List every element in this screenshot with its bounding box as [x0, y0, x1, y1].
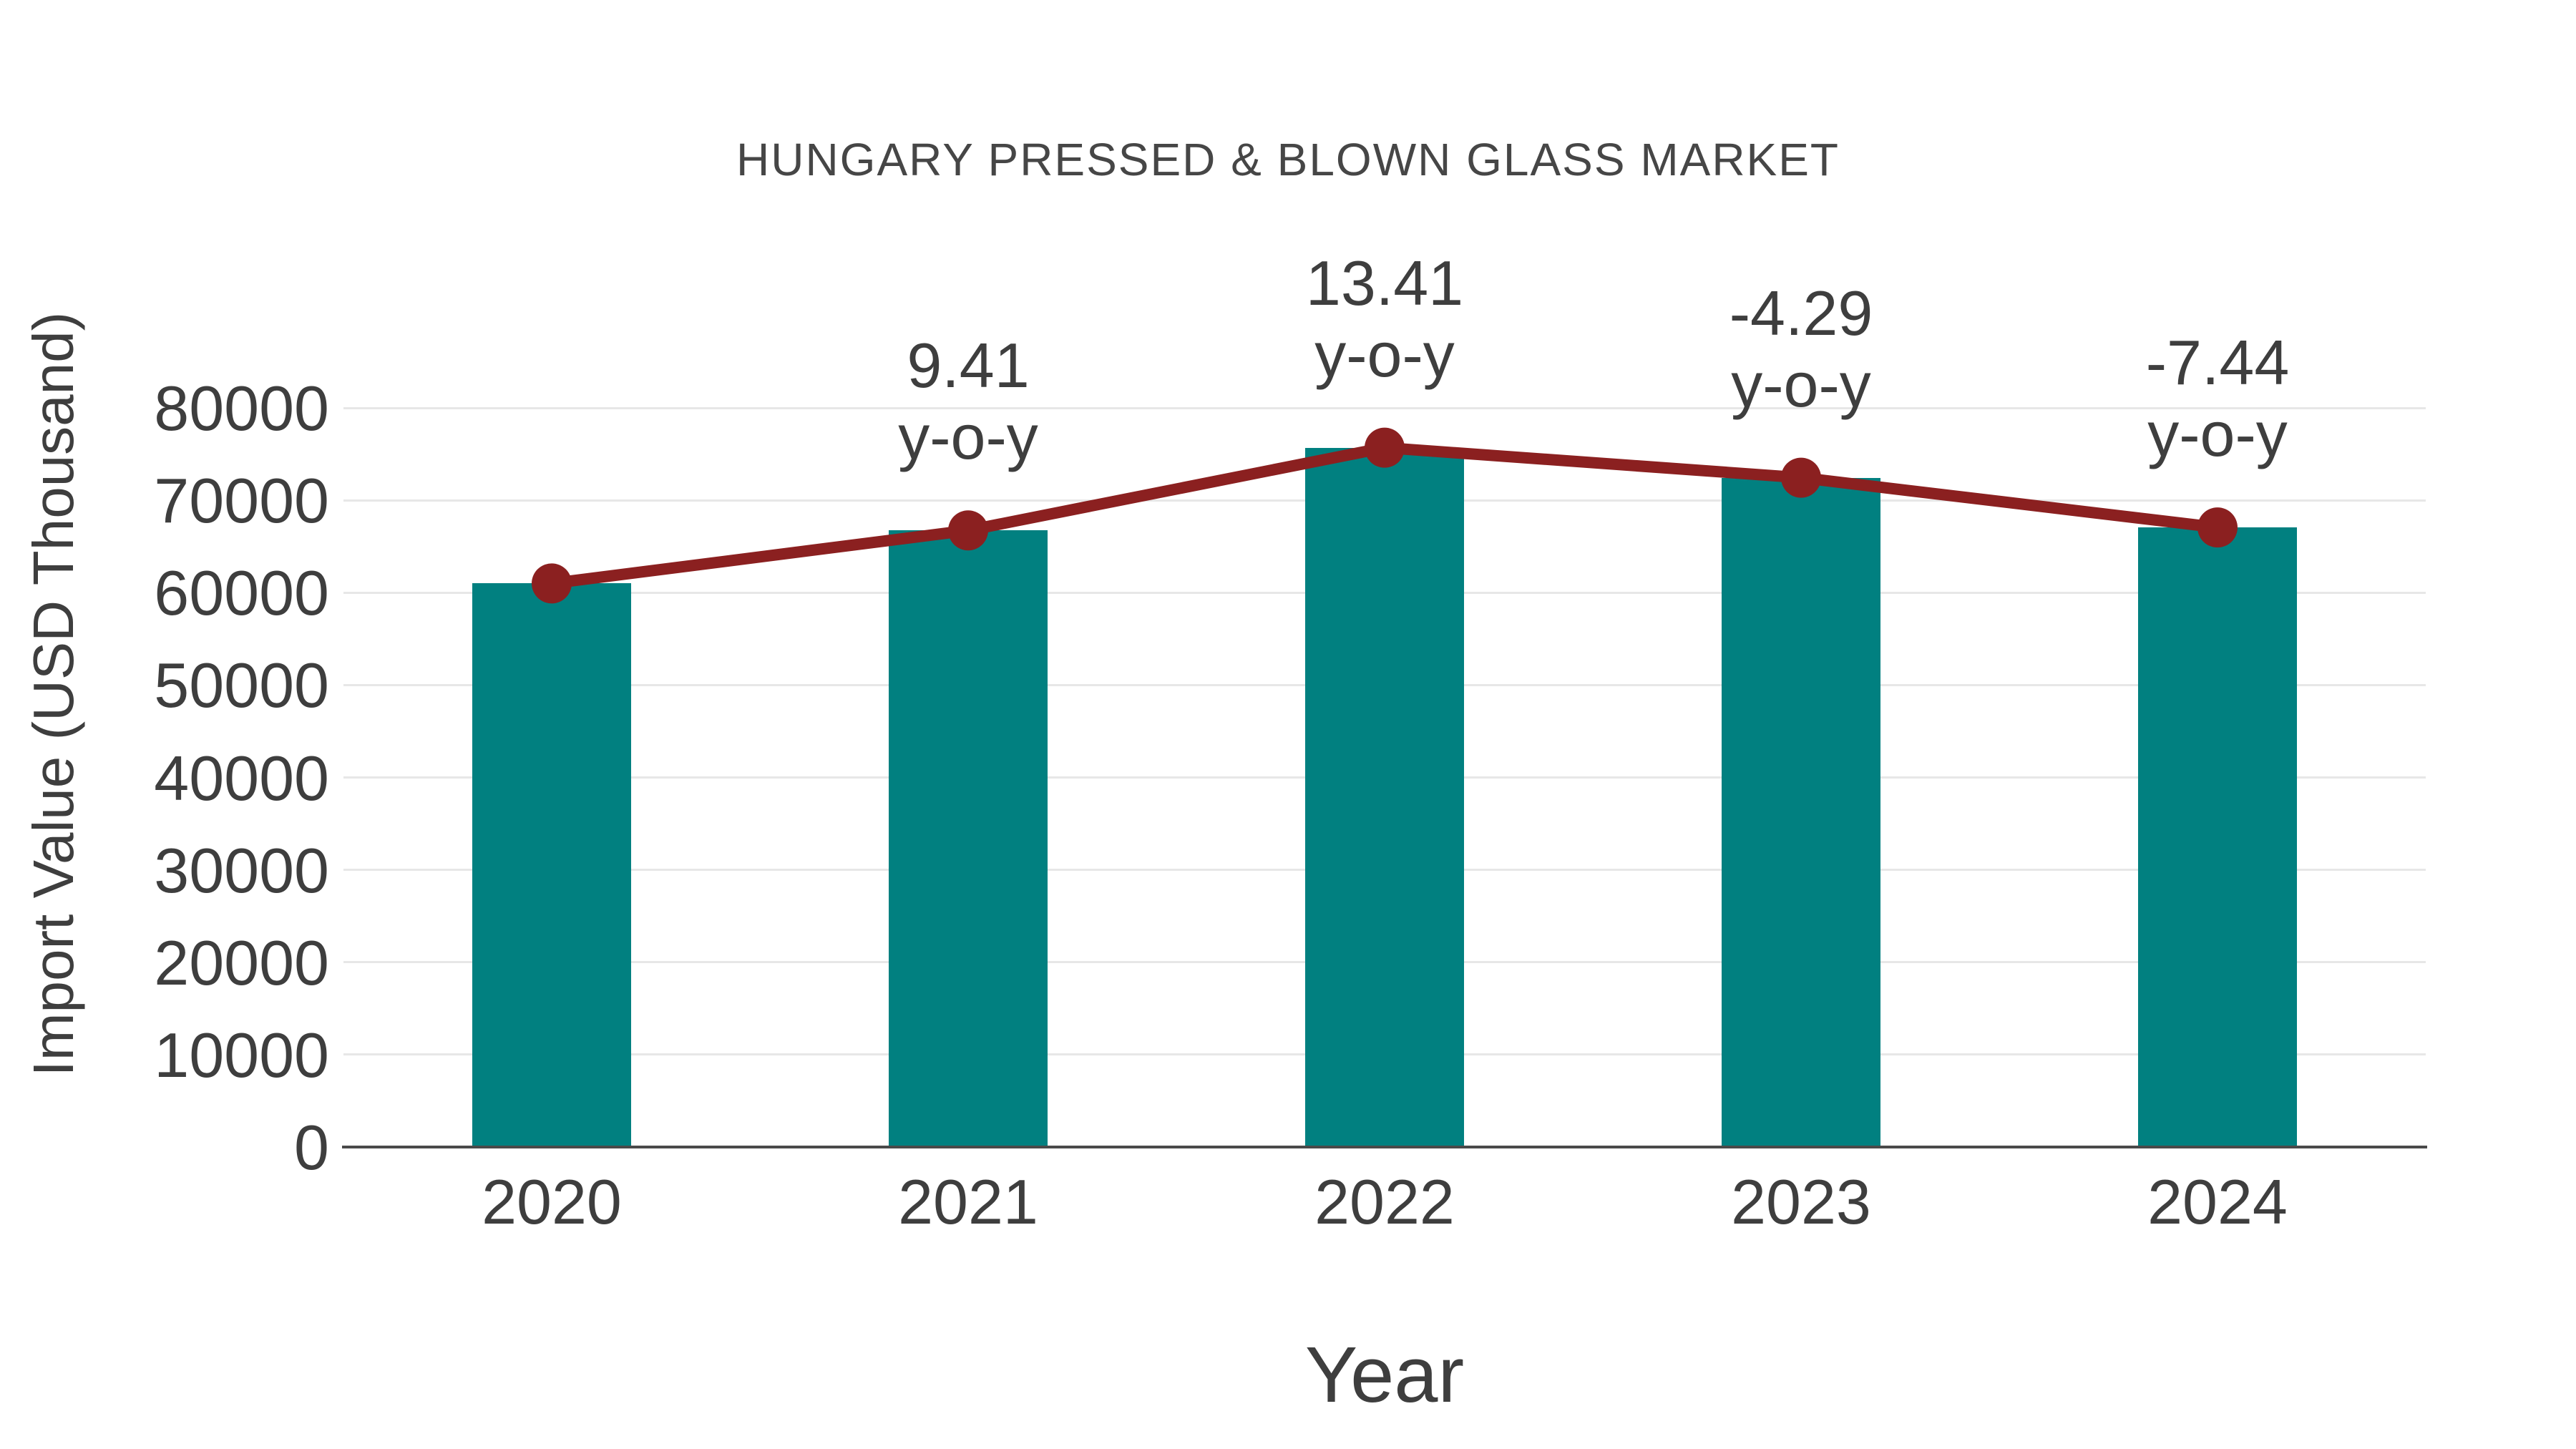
y-axis-tick-label: 20000: [154, 927, 329, 998]
y-axis-tick-label: 70000: [154, 465, 329, 537]
yoy-annotation-value: 13.41: [1305, 247, 1464, 318]
yoy-annotation-value: -4.29: [1729, 277, 1873, 348]
yoy-annotation-suffix: y-o-y: [1314, 318, 1455, 390]
x-axis-tick-label: 2024: [2147, 1166, 2288, 1237]
yoy-annotation-2023: -4.29 y-o-y: [1622, 278, 1980, 421]
y-axis-tick-label: 0: [294, 1112, 329, 1183]
chart-title: HUNGARY PRESSED & BLOWN GLASS MARKET: [736, 134, 1840, 185]
y-axis-tick-label: 10000: [154, 1019, 329, 1091]
y-axis-tick-label: 80000: [154, 373, 329, 444]
bar-2024: [2138, 527, 2297, 1147]
yoy-annotation-value: -7.44: [2145, 327, 2290, 399]
yoy-annotation-2021: 9.41 y-o-y: [789, 330, 1147, 473]
yoy-annotation-value: 9.41: [907, 330, 1030, 401]
y-axis-tick-label: 50000: [154, 650, 329, 721]
x-axis-tick-label: 2022: [1314, 1166, 1455, 1237]
y-axis-tick-label: 30000: [154, 834, 329, 906]
yoy-annotation-suffix: y-o-y: [898, 401, 1038, 473]
bar-2020: [472, 583, 631, 1147]
yoy-annotation-2024: -7.44 y-o-y: [2039, 327, 2396, 470]
yoy-annotation-2022: 13.41 y-o-y: [1206, 248, 1563, 391]
x-axis-tick-label: 2023: [1731, 1166, 1871, 1237]
y-axis-tick-label: 40000: [154, 742, 329, 814]
x-axis-title: Year: [1304, 1331, 1465, 1419]
gridline: [343, 406, 2426, 409]
x-axis-tick-label: 2021: [898, 1166, 1038, 1237]
yoy-annotation-suffix: y-o-y: [2147, 399, 2288, 470]
x-axis-tick-label: 2020: [482, 1166, 622, 1237]
bar-2021: [889, 530, 1048, 1147]
x-axis-line: [342, 1146, 2427, 1148]
yoy-annotation-suffix: y-o-y: [1731, 348, 1871, 420]
bar-2022: [1305, 447, 1464, 1147]
y-axis-tick-label: 60000: [154, 557, 329, 629]
bar-2023: [1722, 477, 1880, 1147]
